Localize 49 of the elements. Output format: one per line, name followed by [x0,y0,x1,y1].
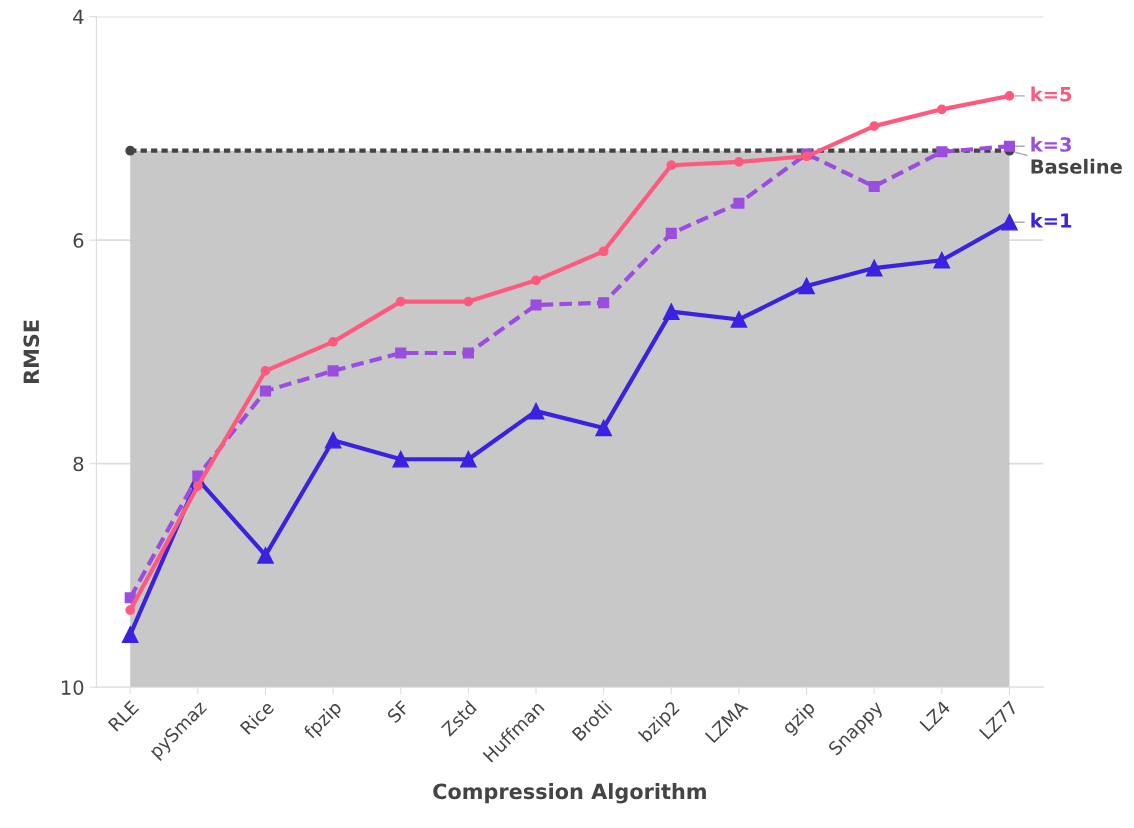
point [1003,140,1016,152]
point [530,299,542,311]
series-label: k=1 [1031,212,1072,228]
y-tick-label: 8 [73,456,84,472]
point [327,365,339,377]
series-label: Baseline [1031,158,1122,174]
point [121,626,139,644]
point [125,145,136,156]
point [595,419,612,437]
point [260,366,271,376]
point [869,121,880,131]
series-label: k=3 [1031,136,1071,152]
point [933,251,951,269]
point [192,481,203,491]
point [395,347,407,359]
point [392,450,410,468]
point [868,180,880,193]
point [257,547,274,564]
point [936,146,948,158]
point [936,104,947,115]
point [662,303,680,320]
point [125,605,136,615]
point [462,347,474,359]
point [527,402,545,420]
point [328,336,338,347]
point [598,297,610,309]
point [259,385,272,397]
point [460,450,477,468]
point [598,246,609,257]
point [324,431,342,449]
point [1004,91,1015,101]
point [734,157,744,167]
point [733,197,745,209]
y-axis-title: RMSE [23,320,40,383]
point [395,296,406,307]
point [730,311,748,328]
point [798,277,815,295]
series-label: k=5 [1031,86,1072,102]
y-tick-label: 10 [61,680,84,695]
point [665,227,677,239]
x-axis-title: Compression Algorithm [433,783,706,804]
y-tick-label: 4 [73,9,84,24]
point [1001,213,1018,231]
point [531,275,541,286]
point [666,160,677,171]
y-tick-label: 6 [73,233,84,248]
point [865,259,883,277]
x-tick-label: SF [386,700,410,724]
point [463,296,474,307]
